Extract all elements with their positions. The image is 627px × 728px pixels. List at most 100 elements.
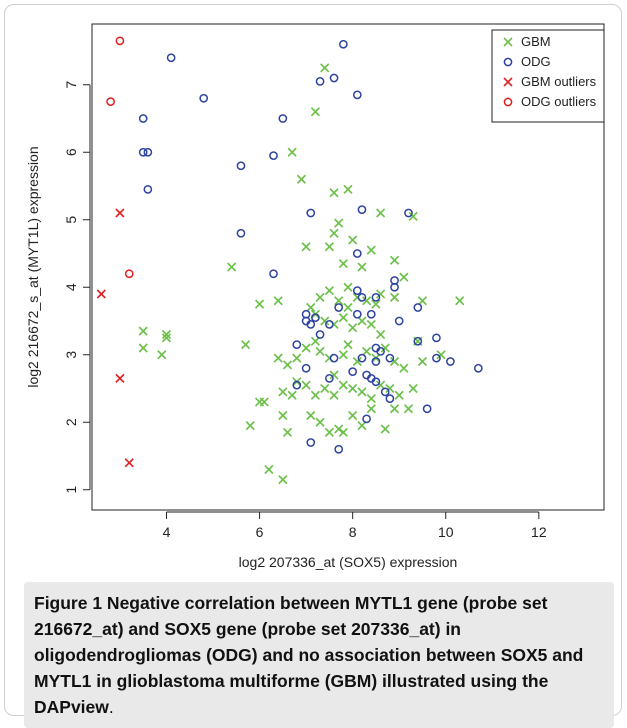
cross-point [394,390,404,400]
cross-point-stroke-b [343,282,353,292]
cross-point-stroke-b [161,333,172,343]
cross-point [161,329,172,340]
cross-point [282,360,293,370]
figure-caption: Figure 1 Negative correlation between MY… [24,582,614,728]
cross-point-stroke-b [329,390,339,400]
cross-point-stroke-b [287,390,297,400]
cross-point-stroke-b [310,336,320,346]
cross-point-stroke-b [329,370,339,380]
circle-point [404,208,413,218]
cross-point-stroke-b [376,329,386,340]
cross-point [296,174,307,184]
data-points [96,36,483,485]
legend-marker-stroke-b [503,37,513,47]
cross-point-stroke-b [310,390,320,400]
cross-point [343,184,353,194]
cross-point-stroke-b [348,323,358,333]
cross-point-stroke-b [338,350,348,360]
cross-point-stroke-b [278,387,288,397]
cross-point [389,404,400,414]
cross-point [301,343,311,353]
circle-point [352,309,362,319]
circle-point [357,205,367,214]
circle-point [115,36,125,46]
cross-point-stroke-b [278,410,288,421]
circle-point [473,363,483,373]
series-2 [96,208,134,468]
cross-point-stroke-b [357,421,367,431]
cross-point [315,292,325,302]
cross-point-stroke-b [315,292,325,302]
circle-point [385,394,395,403]
cross-point-stroke-b [254,299,265,309]
circle-point [199,93,209,103]
cross-point [310,107,320,117]
cross-point-stroke-b [338,380,348,390]
cross-point [357,316,367,326]
legend-entry-label: GBM outliers [521,74,597,89]
circle-point [371,293,381,302]
circle-point [306,208,316,218]
cross-point-stroke-b [334,218,344,228]
cross-point [241,340,251,350]
y-tick-label: 7 [63,81,79,89]
circle-point [301,363,311,373]
x-tick-label: 12 [531,524,547,540]
cross-point-stroke-b [282,360,293,370]
circle-point [385,353,395,363]
circle-point [138,147,148,157]
circle-point [334,444,344,454]
cross-point [366,245,376,255]
cross-point-stroke-b [348,383,358,394]
legend-entry-label: GBM [521,34,551,49]
cross-point [357,262,367,272]
cross-point-stroke-b [408,211,418,221]
cross-point-stroke-b [371,299,381,309]
cross-point-stroke-b [408,383,418,394]
cross-point [362,296,372,306]
cross-point-stroke-b [376,208,386,218]
cross-point [157,350,167,360]
cross-point [227,262,237,272]
x-axis-label: log2 207336_at (SOX5) expression [239,554,458,570]
cross-point-stroke-b [138,326,148,336]
cross-point-stroke-b [394,390,404,400]
cross-point [282,427,293,437]
cross-point-stroke-b [324,242,334,252]
cross-point [334,424,344,434]
cross-point-stroke-b [282,427,293,437]
cross-point-stroke-b [455,296,465,306]
caption-bold-text: Figure 1 Negative correlation between MY… [34,593,584,717]
cross-point [254,299,265,309]
cross-point [348,323,358,333]
cross-point [334,296,344,306]
cross-point-stroke-b [366,245,376,255]
circle-point [371,357,381,366]
cross-point [320,63,330,73]
cross-point [389,356,400,367]
cross-point-stroke-b [338,313,348,323]
cross-point-stroke-b [399,363,409,373]
cross-point [338,259,348,269]
cross-point-stroke-b [301,343,311,353]
cross-point [357,421,367,431]
cross-point [278,387,288,397]
circle-point [325,374,334,383]
y-tick-label: 3 [63,351,79,359]
cross-point-stroke-b [403,404,414,414]
legend-entry-label: ODG outliers [521,94,597,109]
y-axis: 1 2 3 4 5 6 7 [63,81,91,494]
cross-point [417,296,428,306]
cross-point-stroke-b [362,346,372,356]
cross-point-stroke-b [96,289,106,299]
cross-point-stroke-b [254,397,265,407]
series-1 [138,39,483,454]
circle-point [166,53,176,63]
cross-point [320,316,330,326]
cross-point-stroke-b [278,475,288,485]
circle-point [376,347,385,356]
cross-point [343,302,353,313]
cross-point-stroke-b [380,424,390,434]
cross-point [315,417,325,427]
legend-marker [503,77,513,87]
